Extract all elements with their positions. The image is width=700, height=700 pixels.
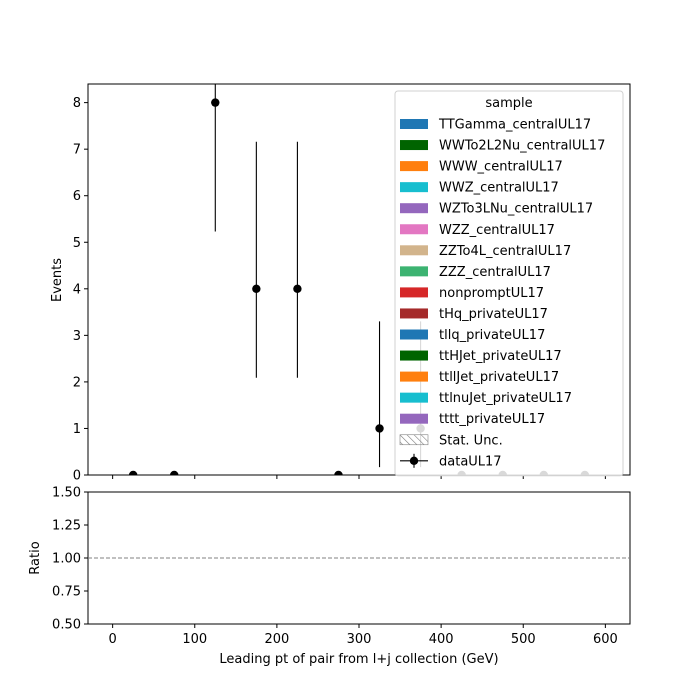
- data-point: [211, 98, 220, 107]
- legend-label: ZZZ_centralUL17: [439, 265, 551, 280]
- legend-title: sample: [485, 96, 532, 111]
- legend-label: WZTo3LNu_centralUL17: [439, 202, 593, 217]
- legend-label: WWZ_centralUL17: [439, 181, 559, 196]
- y-tick-label-ratio: 1.50: [52, 486, 81, 501]
- legend-label: tttt_privateUL17: [439, 412, 545, 427]
- legend-label: nonpromptUL17: [439, 286, 544, 301]
- y-tick-label-main: 0: [73, 469, 81, 484]
- x-axis-label: Leading pt of pair from l+j collection (…: [219, 652, 498, 667]
- y-tick-label-main: 7: [73, 143, 81, 158]
- legend-label: ttlnuJet_privateUL17: [439, 391, 572, 406]
- data-point: [170, 470, 179, 475]
- y-tick-label-ratio: 1.25: [52, 519, 81, 534]
- legend-swatch: [400, 119, 428, 129]
- y-tick-label-main: 5: [73, 236, 81, 251]
- legend: sample TTGamma_centralUL17 WWTo2L2Nu_centr…: [394, 90, 624, 477]
- legend-swatch: [400, 308, 428, 319]
- x-tick-label: 400: [429, 632, 454, 647]
- y-axis-label-main: Events: [50, 258, 65, 302]
- legend-marker-point: [409, 456, 419, 465]
- legend-label: ttHJet_privateUL17: [439, 349, 562, 364]
- legend-label: TTGamma_centralUL17: [438, 118, 591, 133]
- legend-label: dataUL17: [439, 454, 502, 469]
- y-tick-label-main: 4: [73, 282, 81, 297]
- legend-swatch: [400, 287, 428, 298]
- legend-swatch: [400, 224, 428, 235]
- y-tick-label-main: 6: [73, 189, 81, 204]
- data-point: [252, 284, 261, 294]
- legend-swatch: [400, 266, 428, 277]
- legend-swatch: [400, 413, 428, 424]
- ratio-axes: 0.50 0.75 1.00 1.25 1.50 0 100 200 300 400 500 600: [52, 486, 631, 647]
- y-tick-label-main: 2: [73, 375, 81, 390]
- legend-swatch: [400, 140, 428, 151]
- data-point: [293, 284, 302, 294]
- x-tick-label: 100: [182, 632, 207, 647]
- legend-swatch: [400, 371, 428, 382]
- y-tick-label-ratio: 0.75: [52, 585, 81, 600]
- legend-swatch: [400, 161, 428, 172]
- y-axis-label-ratio: Ratio: [28, 541, 43, 574]
- legend-label: tHq_privateUL17: [439, 307, 548, 322]
- legend-label: Stat. Unc.: [439, 433, 503, 448]
- legend-swatch: [400, 203, 428, 214]
- y-tick-label-ratio: 0.50: [52, 618, 81, 633]
- y-tick-label-ratio: 1.00: [52, 552, 81, 567]
- legend-label: tllq_privateUL17: [439, 328, 545, 343]
- legend-label: ttllJet_privateUL17: [439, 370, 559, 385]
- x-tick-label: 0: [108, 632, 116, 647]
- legend-swatch-hatch: [399, 434, 429, 446]
- legend-swatch: [400, 182, 428, 193]
- x-tick-label: 500: [511, 632, 536, 647]
- y-tick-label-main: 8: [73, 96, 81, 111]
- x-tick-label: 300: [347, 632, 372, 647]
- legend-box: [394, 90, 624, 477]
- y-tick-label-main: 1: [73, 422, 81, 437]
- y-tick-label-main: 3: [73, 329, 81, 344]
- data-point: [128, 470, 138, 475]
- legend-label: WZZ_centralUL17: [439, 223, 555, 238]
- legend-swatch: [400, 329, 428, 340]
- legend-swatch: [400, 392, 428, 403]
- legend-swatch: [400, 245, 428, 256]
- legend-label: WWTo2L2Nu_centralUL17: [439, 139, 605, 154]
- legend-label: ZZTo4L_centralUL17: [439, 244, 571, 259]
- legend-swatch: [400, 350, 428, 361]
- legend-label: WWW_centralUL17: [439, 160, 563, 175]
- x-tick-label: 600: [593, 632, 618, 647]
- data-point: [375, 424, 384, 433]
- x-tick-label: 200: [264, 632, 289, 647]
- data-point: [334, 470, 343, 475]
